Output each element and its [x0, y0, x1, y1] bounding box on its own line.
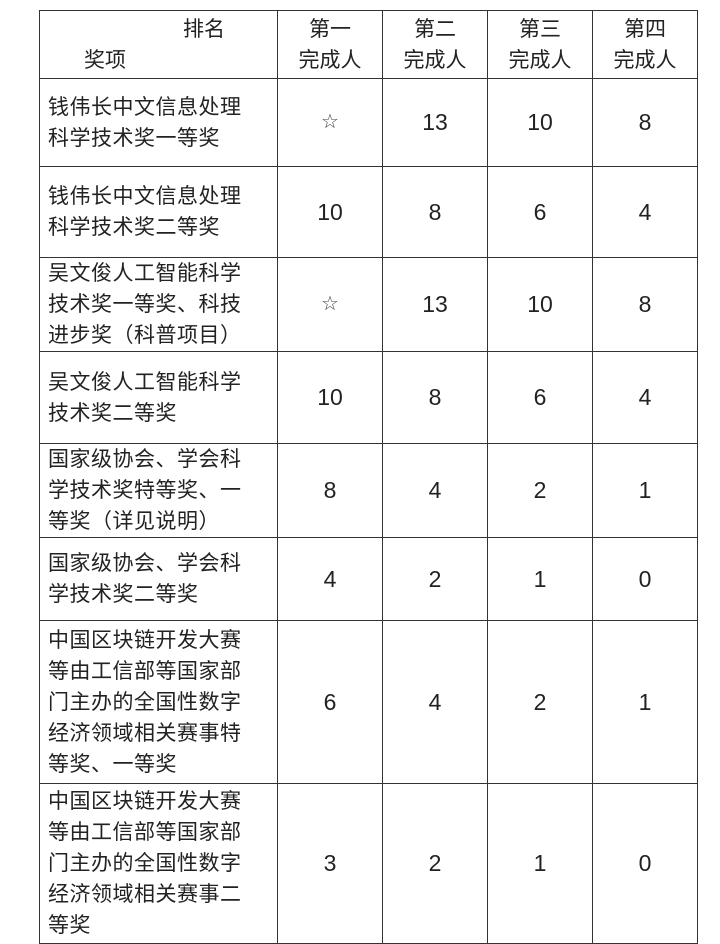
award-name-line: 科学技术奖一等奖: [48, 125, 220, 150]
award-name-line: 等奖（详见说明）: [48, 509, 220, 533]
table-row: 钱伟长中文信息处理 科学技术奖二等奖 10 8 6 4: [39, 166, 698, 258]
award-name-cell: 国家级协会、学会科 学技术奖特等奖、一 等奖（详见说明）: [39, 443, 278, 538]
table-row: 吴文俊人工智能科学 技术奖一等奖、科技 进步奖（科普项目） ☆ 13 10 8: [39, 257, 698, 352]
score-cell: 2: [487, 620, 593, 784]
score-cell: 10: [277, 351, 383, 444]
column-header-4: 第四 完成人: [592, 10, 698, 79]
column-header-2: 第二 完成人: [382, 10, 488, 79]
score-cell: 6: [487, 351, 593, 444]
score-cell: 4: [382, 443, 488, 538]
score-cell: 4: [382, 620, 488, 784]
header-row: 排名 奖项 第一 完成人 第二 完成人 第三 完成人 第四 完成人: [39, 10, 698, 79]
table-row: 中国区块链开发大赛 等由工信部等国家部 门主办的全国性数字 经济领域相关赛事二 等奖 3 2…: [39, 783, 698, 944]
column-header-1: 第一 完成人: [277, 10, 383, 79]
score-cell: 3: [277, 783, 383, 944]
score-cell: 0: [592, 537, 698, 621]
award-name-line: 技术奖二等奖: [48, 400, 177, 425]
award-name-cell: 钱伟长中文信息处理 科学技术奖一等奖: [39, 78, 278, 167]
award-name-line: 吴文俊人工智能科学: [48, 261, 242, 285]
score-cell: 10: [277, 166, 383, 258]
rank-label: 排名: [183, 16, 225, 41]
score-cell: 6: [487, 166, 593, 258]
score-cell: 1: [592, 443, 698, 538]
award-name-cell: 中国区块链开发大赛 等由工信部等国家部 门主办的全国性数字 经济领域相关赛事二 等奖: [39, 783, 278, 944]
award-name-line: 钱伟长中文信息处理: [48, 94, 242, 119]
score-cell: 1: [592, 620, 698, 784]
award-name-line: 学技术奖特等奖、一: [48, 478, 242, 502]
score-cell: 13: [382, 257, 488, 352]
award-name-cell: 吴文俊人工智能科学 技术奖一等奖、科技 进步奖（科普项目）: [39, 257, 278, 352]
table-row: 国家级协会、学会科 学技术奖二等奖 4 2 1 0: [39, 537, 698, 621]
score-cell: 13: [382, 78, 488, 167]
award-name-line: 中国区块链开发大赛: [48, 789, 242, 813]
award-name-line: 科学技术奖二等奖: [48, 215, 220, 239]
score-cell: 0: [592, 783, 698, 944]
award-name-line: 学技术奖二等奖: [48, 582, 199, 606]
score-cell: 6: [277, 620, 383, 784]
score-cell: 4: [592, 166, 698, 258]
score-cell: 1: [487, 537, 593, 621]
award-name-line: 国家级协会、学会科: [48, 447, 242, 471]
star-value-cell: ☆: [277, 78, 383, 167]
score-cell: 10: [487, 78, 593, 167]
table-row: 国家级协会、学会科 学技术奖特等奖、一 等奖（详见说明） 8 4 2 1: [39, 443, 698, 538]
award-name-cell: 钱伟长中文信息处理 科学技术奖二等奖: [39, 166, 278, 258]
award-name-line: 中国区块链开发大赛: [48, 627, 242, 652]
award-name-cell: 国家级协会、学会科 学技术奖二等奖: [39, 537, 278, 621]
score-cell: 10: [487, 257, 593, 352]
award-ranking-table: 排名 奖项 第一 完成人 第二 完成人 第三 完成人 第四 完成人 钱伟长中文信息处理科…: [39, 10, 698, 944]
score-cell: 1: [487, 783, 593, 944]
award-name-line: 经济领域相关赛事特: [48, 720, 242, 745]
score-cell: 8: [382, 166, 488, 258]
award-name-line: 等奖、一等奖: [48, 751, 177, 776]
award-name-line: 技术奖一等奖、科技: [48, 292, 242, 316]
award-name-line: 门主办的全国性数字: [48, 851, 242, 875]
award-name-line: 进步奖（科普项目）: [48, 323, 242, 347]
column-header-3: 第三 完成人: [487, 10, 593, 79]
award-name-line: 门主办的全国性数字: [48, 689, 242, 714]
corner-header-cell: 排名 奖项: [39, 10, 278, 79]
award-name-line: 吴文俊人工智能科学: [48, 369, 242, 394]
award-label: 奖项: [84, 47, 126, 72]
score-cell: 2: [382, 783, 488, 944]
award-name-line: 国家级协会、学会科: [48, 551, 242, 575]
star-value-cell: ☆: [277, 257, 383, 352]
table-row: 中国区块链开发大赛 等由工信部等国家部 门主办的全国性数字 经济领域相关赛事特 等奖、一…: [39, 620, 698, 784]
table-row: 钱伟长中文信息处理 科学技术奖一等奖 ☆ 13 10 8: [39, 78, 698, 167]
score-cell: 8: [277, 443, 383, 538]
award-name-cell: 中国区块链开发大赛 等由工信部等国家部 门主办的全国性数字 经济领域相关赛事特 等奖、一…: [39, 620, 278, 784]
award-name-line: 经济领域相关赛事二: [48, 882, 242, 906]
award-name-line: 等由工信部等国家部: [48, 658, 242, 683]
score-cell: 2: [382, 537, 488, 621]
score-cell: 8: [382, 351, 488, 444]
score-cell: 4: [592, 351, 698, 444]
table-row: 吴文俊人工智能科学 技术奖二等奖 10 8 6 4: [39, 351, 698, 444]
score-cell: 8: [592, 257, 698, 352]
score-cell: 8: [592, 78, 698, 167]
score-cell: 2: [487, 443, 593, 538]
award-name-line: 等由工信部等国家部: [48, 820, 242, 844]
score-cell: 4: [277, 537, 383, 621]
award-name-line: 等奖: [48, 913, 91, 937]
award-name-cell: 吴文俊人工智能科学 技术奖二等奖: [39, 351, 278, 444]
award-name-line: 钱伟长中文信息处理: [48, 184, 242, 208]
